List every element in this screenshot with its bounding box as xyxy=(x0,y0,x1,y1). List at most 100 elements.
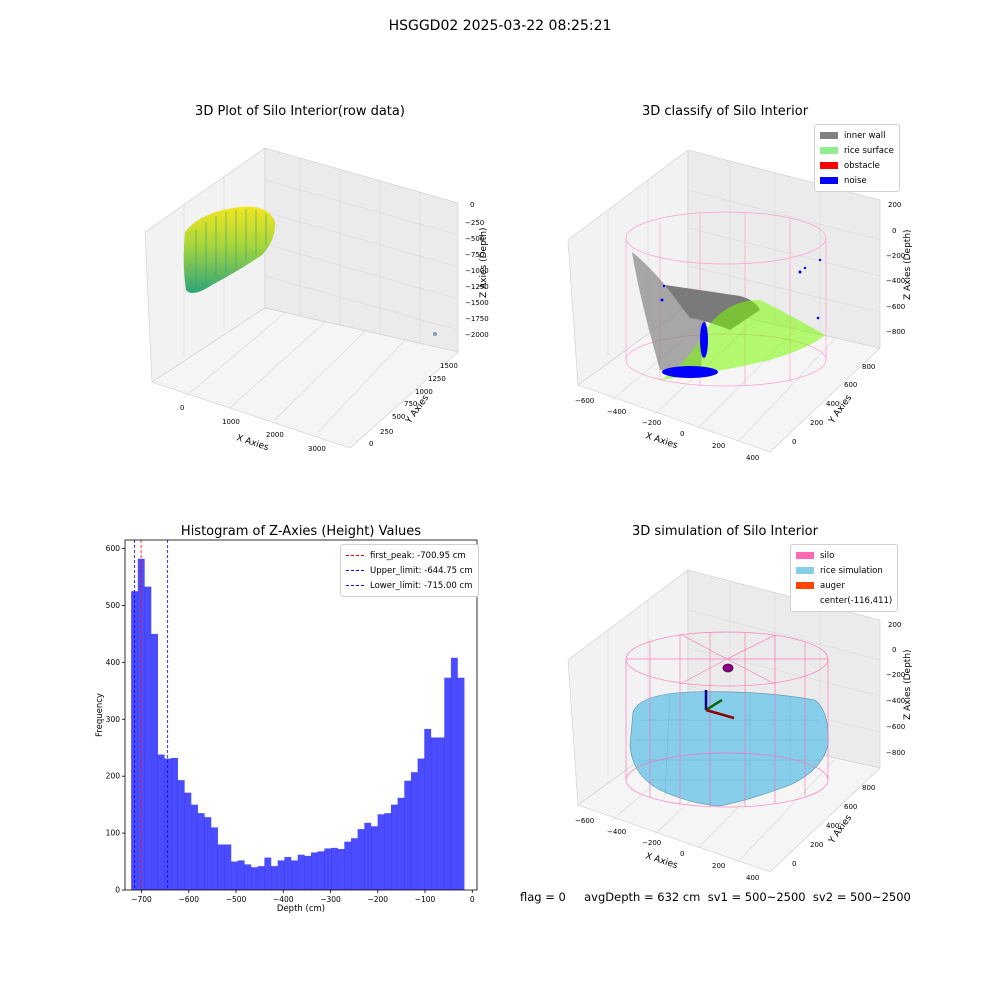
legend-line xyxy=(346,555,364,556)
panel1-ztick: −500 xyxy=(465,235,484,243)
panel2-title: 3D classify of Silo Interior xyxy=(641,104,809,119)
histogram-bar xyxy=(157,754,165,890)
legend-swatch xyxy=(820,147,838,154)
histogram-bar xyxy=(331,847,338,890)
histogram-bar xyxy=(397,797,405,890)
panel1-xtick: 2000 xyxy=(266,431,284,439)
panel1-xtick: 3000 xyxy=(308,445,326,453)
histogram-bar xyxy=(151,633,158,890)
histogram-xtick-label: −200 xyxy=(367,895,388,904)
histogram-bar xyxy=(364,822,372,890)
panel2-legend: inner wall rice surface obstacle noise xyxy=(814,124,900,192)
histogram-bar xyxy=(417,758,425,890)
legend-label: Lower_limit: -715.00 cm xyxy=(370,580,473,591)
histogram-xtick-label: −600 xyxy=(178,895,199,904)
histogram-bar xyxy=(384,813,392,890)
histogram-ytick-label: 600 xyxy=(106,544,121,553)
panel1-z-ticks: 0 −250 −500 −750 −1000 −1250 −1500 −1750… xyxy=(465,201,489,339)
panel1-ztick: −1750 xyxy=(465,315,489,323)
panel1-title: 3D Plot of Silo Interior(row data) xyxy=(195,104,405,119)
histogram-bar xyxy=(137,558,145,890)
histogram-ytick-label: 300 xyxy=(106,715,121,724)
histogram-bar xyxy=(257,866,265,890)
figure-title: HSGGD02 2025-03-22 08:25:21 xyxy=(388,18,612,34)
legend-label: first_peak: -700.95 cm xyxy=(370,550,466,561)
histogram-bar xyxy=(224,844,232,890)
histogram-bars xyxy=(131,558,465,890)
histogram-bar xyxy=(370,826,378,890)
panel1-y-ticks: 0 250 500 750 1000 1250 1500 xyxy=(369,362,458,448)
histogram-bar xyxy=(404,780,412,890)
histogram-bar xyxy=(437,737,445,890)
histogram-xtick-label: −500 xyxy=(226,895,247,904)
legend-label: noise xyxy=(844,175,867,186)
histogram-bar xyxy=(324,848,332,890)
legend-item: rice surface xyxy=(820,143,894,158)
panel1-ytick: 1500 xyxy=(440,362,458,370)
histogram-bar xyxy=(284,856,292,890)
panel1-floor-pane xyxy=(151,307,459,449)
panel1-ytick: 750 xyxy=(404,400,417,408)
legend-item: center(-116,411) xyxy=(796,593,892,608)
histogram-bar xyxy=(177,780,185,890)
histogram-ytick-label: 0 xyxy=(115,886,120,895)
legend-label: silo xyxy=(820,550,835,561)
histogram-bar xyxy=(264,857,272,890)
histogram-xlabel: Depth (cm) xyxy=(277,904,325,914)
histogram-bar xyxy=(377,814,385,890)
legend-line xyxy=(346,570,364,571)
histogram-bar xyxy=(390,804,398,890)
histogram-xtick-label: −300 xyxy=(320,895,341,904)
legend-swatch xyxy=(796,597,814,604)
legend-item: Upper_limit: -644.75 cm xyxy=(346,563,473,578)
histogram-bar xyxy=(197,813,205,890)
histogram-ylabel: Frequency xyxy=(95,693,105,737)
histogram-xtick-label: 0 xyxy=(470,895,475,904)
histogram-xtick-label: −700 xyxy=(131,895,152,904)
histogram-ytick-label: 400 xyxy=(106,658,121,667)
panel1-point-cloud xyxy=(183,206,276,294)
panel1-ztick: −250 xyxy=(465,219,484,227)
histogram-reference-lines xyxy=(134,540,169,890)
panel4-legend: silo rice simulation auger center(-116,4… xyxy=(790,544,899,612)
panel1-ztick: −1250 xyxy=(465,283,489,291)
legend-item: rice simulation xyxy=(796,563,892,578)
histogram-bar xyxy=(204,817,212,890)
histogram-bar xyxy=(171,757,178,890)
legend-swatch xyxy=(796,582,814,589)
histogram-bar xyxy=(410,772,418,890)
histogram-bar xyxy=(277,860,285,890)
histogram-bar xyxy=(184,792,192,890)
panel3-legend: first_peak: -700.95 cm Upper_limit: -644… xyxy=(340,544,479,597)
histogram-frame xyxy=(124,539,478,891)
legend-item: Lower_limit: -715.00 cm xyxy=(346,578,473,593)
histogram-bar xyxy=(251,867,258,890)
legend-item: silo xyxy=(796,548,892,563)
histogram-ytick-label: 100 xyxy=(106,829,121,838)
legend-swatch xyxy=(796,567,814,574)
panel1-ytick: 1250 xyxy=(428,375,446,383)
legend-item: obstacle xyxy=(820,158,894,173)
histogram-bar xyxy=(244,864,252,890)
histogram-bar xyxy=(317,851,325,890)
legend-item: auger xyxy=(796,578,892,593)
histogram-bar xyxy=(271,866,278,890)
panel1-outlier-point xyxy=(433,332,437,336)
panel1-ztick: 0 xyxy=(470,201,474,209)
histogram-xtick-label: −100 xyxy=(415,895,436,904)
legend-label: Upper_limit: -644.75 cm xyxy=(370,565,473,576)
legend-label: rice simulation xyxy=(820,565,883,576)
histogram-ytick-label: 200 xyxy=(106,772,121,781)
histogram-bar xyxy=(237,860,245,890)
histogram-bar xyxy=(350,838,358,890)
histogram-bar xyxy=(144,586,152,890)
histogram-bar xyxy=(450,657,458,890)
status-footer: flag = 0 avgDepth = 632 cm sv1 = 500~250… xyxy=(520,890,911,904)
legend-swatch xyxy=(820,177,838,184)
histogram-xtick-label: −400 xyxy=(273,895,294,904)
histogram-bar xyxy=(457,677,465,890)
panel1-ztick: −2000 xyxy=(465,331,489,339)
histogram-bar xyxy=(311,852,318,890)
histogram-bar xyxy=(164,758,172,890)
